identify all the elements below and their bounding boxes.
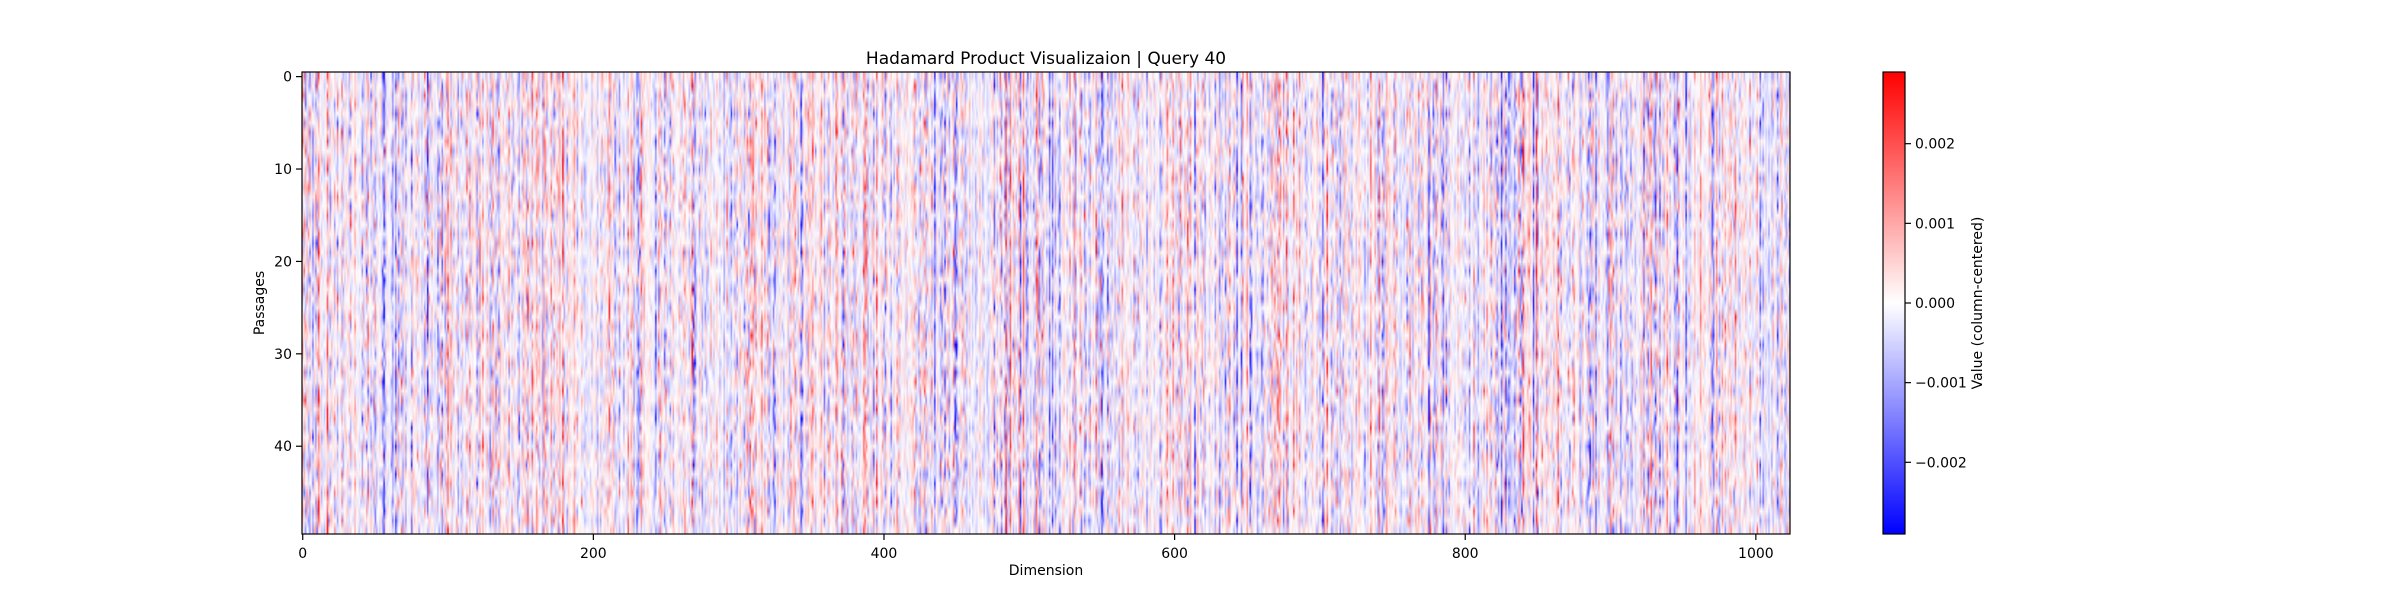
colorbar-tick-label: 0.002: [1915, 137, 1955, 153]
x-axis-ticks: 0 200 400 600 800 1000: [298, 534, 1774, 562]
y-tick-label: 0: [283, 70, 292, 86]
plot-frame: [301, 71, 1791, 535]
x-tick-label: 600: [1161, 546, 1188, 562]
x-tick-label: 800: [1452, 546, 1479, 562]
y-axis-ticks: 0 10 20 30 40: [274, 70, 302, 455]
colorbar-tick-label: −0.002: [1915, 455, 1967, 471]
colorbar-ticks: −0.002 −0.001 0.000 0.001 0.002: [1905, 137, 1967, 471]
heatmap: [301, 71, 1791, 535]
colorbar-tick-label: 0.000: [1915, 296, 1955, 312]
colorbar: −0.002 −0.001 0.000 0.001 0.002 Value (colum…: [1882, 71, 1986, 535]
colorbar-gradient: [1882, 71, 1906, 535]
y-tick-label: 10: [274, 162, 292, 178]
colorbar-label: Value (column-centered): [1970, 217, 1986, 390]
colorbar-tick-label: −0.001: [1915, 376, 1967, 392]
x-axis-label: Dimension: [1009, 563, 1083, 579]
y-axis-label: Passages: [252, 271, 268, 335]
chart-title: Hadamard Product Visualizaion | Query 40: [866, 49, 1226, 69]
colorbar-tick-label: 0.001: [1915, 216, 1955, 232]
y-tick-label: 20: [274, 254, 292, 270]
x-tick-label: 0: [298, 546, 307, 562]
y-tick-label: 30: [274, 347, 292, 363]
x-tick-label: 400: [871, 546, 898, 562]
heatmap-image: [302, 72, 1790, 534]
x-tick-label: 200: [580, 546, 607, 562]
x-tick-label: 1000: [1738, 546, 1774, 562]
y-tick-label: 40: [274, 439, 292, 455]
